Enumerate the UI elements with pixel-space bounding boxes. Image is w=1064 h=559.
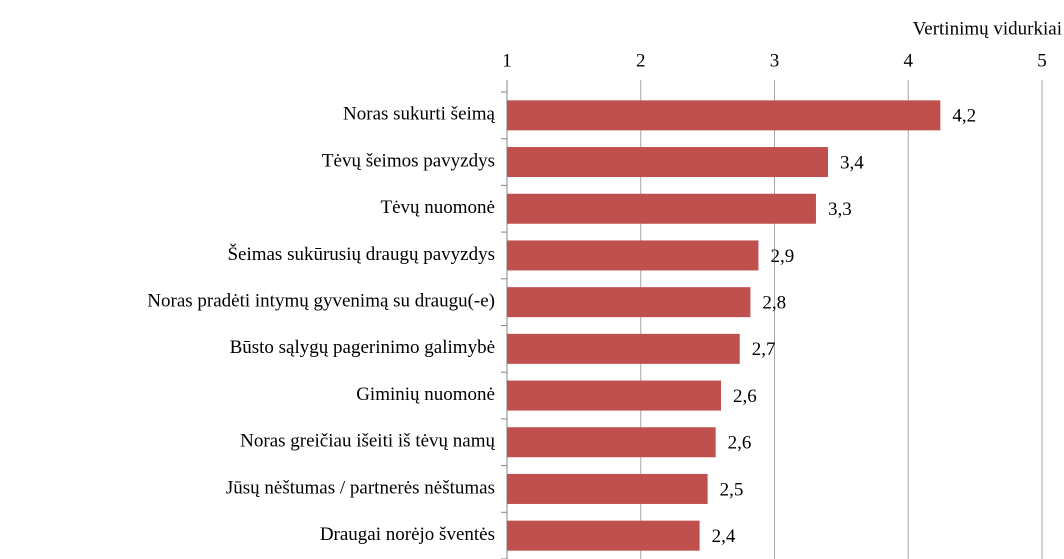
- y-tick-label: Noras pradėti intymų gyvenimą su draugu(…: [147, 291, 495, 312]
- bar: [507, 100, 941, 131]
- bar: [507, 380, 721, 411]
- data-label: 2,7: [752, 339, 776, 360]
- y-tick-label: Giminių nuomonė: [356, 384, 495, 405]
- data-label: 2,6: [733, 386, 757, 407]
- bar: [507, 473, 708, 504]
- bar: [507, 520, 700, 551]
- x-tick-label: 5: [1037, 50, 1047, 71]
- data-label: 2,6: [728, 433, 752, 454]
- y-tick-label: Draugai norėjo šventės: [320, 524, 495, 545]
- y-tick-label: Noras greičiau išeiti iš tėvų namų: [240, 431, 495, 452]
- data-label: 3,3: [828, 199, 852, 220]
- bar: [507, 287, 751, 318]
- bar: [507, 147, 828, 178]
- x-tick-label: 1: [502, 50, 512, 71]
- y-tick-label: Noras sukurti šeimą: [343, 104, 496, 125]
- bar: [507, 193, 816, 224]
- data-label: 4,2: [952, 106, 976, 127]
- x-tick-label: 2: [636, 50, 646, 71]
- data-label: 2,9: [770, 246, 794, 267]
- x-tick-label: 3: [770, 50, 780, 71]
- y-tick-label: Tėvų šeimos pavyzdys: [322, 150, 495, 171]
- y-tick-label: Būsto sąlygų pagerinimo galimybė: [230, 337, 495, 358]
- bar: [507, 333, 740, 364]
- bar: [507, 427, 716, 458]
- data-label: 2,4: [712, 526, 736, 547]
- data-label: 2,5: [720, 479, 744, 500]
- data-label: 2,8: [762, 293, 786, 314]
- data-label: 3,4: [840, 152, 864, 173]
- y-tick-label: Šeimas sukūrusių draugų pavyzdys: [227, 243, 495, 265]
- x-tick-label: 4: [904, 50, 914, 71]
- y-tick-label: Tėvų nuomonė: [380, 197, 495, 218]
- axis-title: Vertinimų vidurkiai: [913, 18, 1062, 39]
- bar: [507, 240, 759, 271]
- y-tick-label: Jūsų nėštumas / partnerės nėštumas: [226, 477, 495, 498]
